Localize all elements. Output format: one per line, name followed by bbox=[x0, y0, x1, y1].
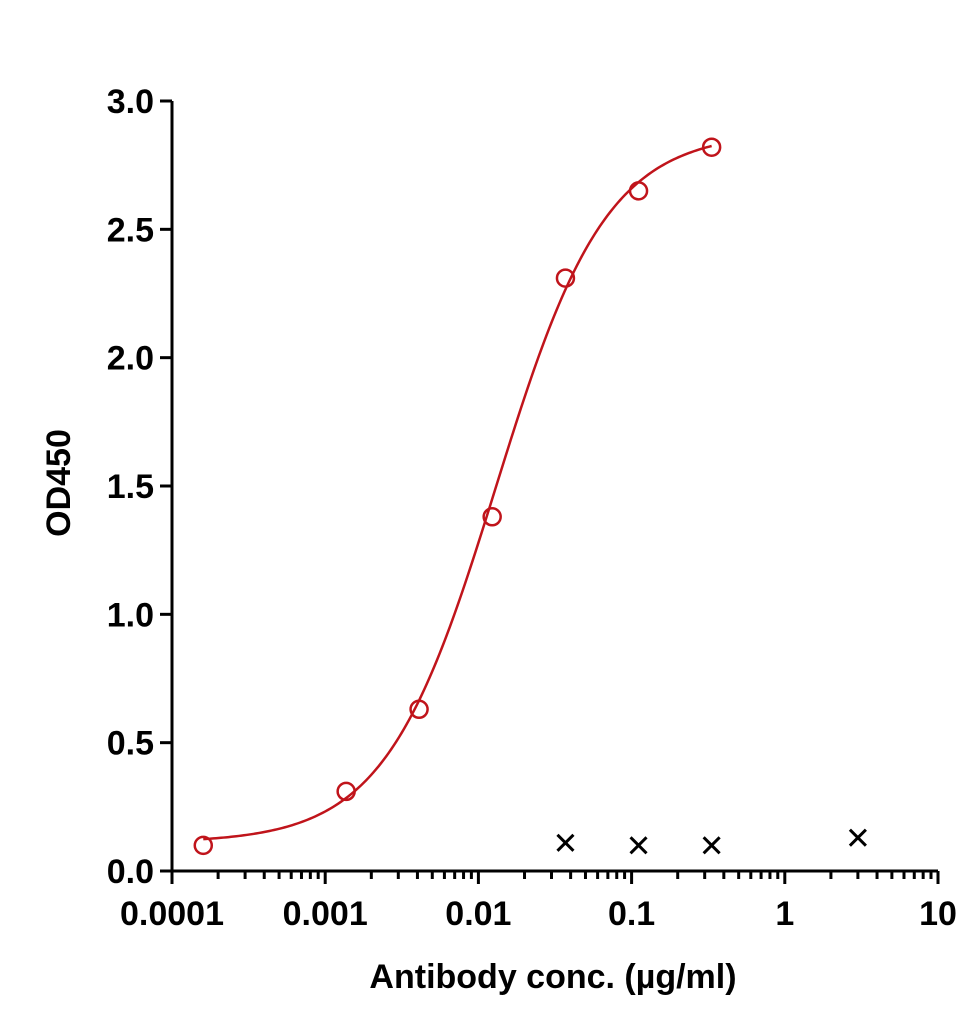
control-point bbox=[848, 828, 867, 847]
y-tick-label: 0.5 bbox=[107, 725, 154, 763]
data-point bbox=[555, 268, 576, 288]
x-tick-label: 0.0001 bbox=[120, 895, 224, 933]
data-point bbox=[193, 835, 214, 856]
x-tick-label: 0.1 bbox=[608, 895, 655, 933]
y-tick-label: 2.5 bbox=[107, 211, 154, 249]
control-point bbox=[556, 833, 575, 852]
y-tick-label: 3.0 bbox=[107, 83, 154, 121]
fit-curve bbox=[203, 144, 712, 841]
x-tick-label: 0.001 bbox=[283, 895, 368, 933]
x-tick-label: 0.01 bbox=[445, 895, 511, 933]
x-axis-title: Antibody conc. (µg/ml) bbox=[369, 958, 736, 996]
y-tick-label: 1.0 bbox=[107, 596, 154, 634]
control-point bbox=[702, 836, 721, 855]
x-tick-label: 1 bbox=[775, 895, 794, 933]
data-point bbox=[628, 181, 649, 201]
y-axis-title: OD450 bbox=[40, 429, 78, 537]
plot-area: 0.0 0.5 1.0 1.5 2.0 2.5 3.0 0.0001 0.001 0.01 0.1 1… bbox=[107, 83, 957, 933]
control-point bbox=[629, 836, 648, 855]
data-point bbox=[336, 781, 356, 802]
data-point bbox=[701, 137, 722, 157]
x-tick-label: 10 bbox=[919, 895, 957, 933]
y-tick-label: 0.0 bbox=[107, 853, 154, 891]
data-point bbox=[482, 507, 502, 527]
y-tick-label: 2.0 bbox=[107, 340, 154, 378]
data-point bbox=[409, 699, 429, 720]
y-tick-label: 1.5 bbox=[107, 468, 154, 506]
